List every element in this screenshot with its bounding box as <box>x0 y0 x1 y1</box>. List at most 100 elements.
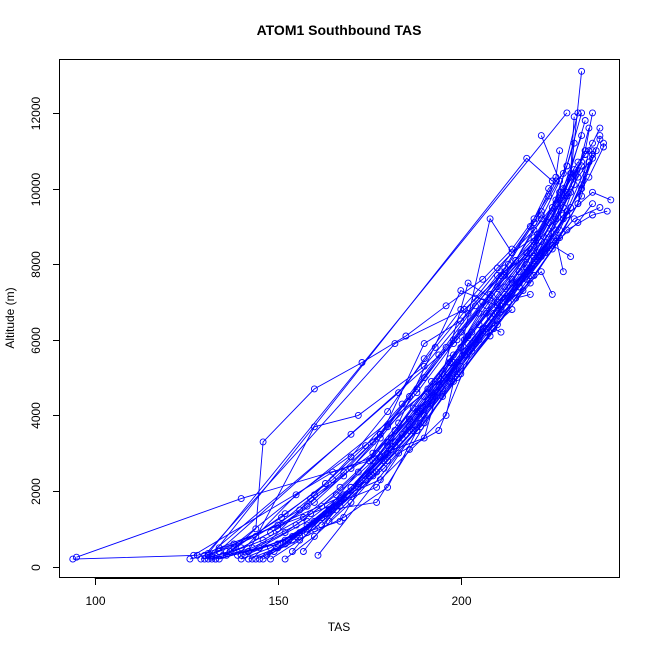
data-point <box>603 207 611 215</box>
y-tick-label: 2000 <box>29 478 43 505</box>
data-point <box>245 555 252 563</box>
data-point <box>277 514 285 521</box>
data-point <box>596 124 604 132</box>
data-point <box>578 132 586 140</box>
data-point <box>537 253 545 261</box>
data-point <box>534 256 542 264</box>
data-point <box>336 517 344 525</box>
data-point <box>563 162 571 170</box>
data-point <box>548 177 556 185</box>
data-point <box>241 551 249 559</box>
data-point <box>570 139 578 147</box>
data-point <box>563 211 571 219</box>
data-point <box>450 377 457 385</box>
x-tick-label: 100 <box>85 594 105 608</box>
series <box>208 109 596 563</box>
series-line <box>207 165 568 556</box>
series <box>314 211 571 559</box>
data-point <box>600 139 607 147</box>
data-point <box>545 185 553 193</box>
series-line <box>189 161 590 560</box>
data-point <box>204 549 212 557</box>
y-tick-label: 4000 <box>29 402 43 429</box>
data-point <box>446 377 454 385</box>
data-point <box>208 553 216 561</box>
series-line <box>248 135 583 552</box>
series <box>245 132 586 555</box>
data-point <box>497 328 505 336</box>
y-tick-label: 8000 <box>29 251 43 278</box>
data-point <box>237 495 245 503</box>
data-point <box>373 498 381 506</box>
data-point <box>460 336 468 344</box>
data-point <box>281 510 289 518</box>
data-point <box>490 325 498 332</box>
data-point <box>589 200 596 208</box>
data-point <box>559 185 567 193</box>
series-line <box>208 71 583 560</box>
data-point <box>420 419 428 427</box>
data-point <box>493 290 501 298</box>
data-point <box>223 548 230 555</box>
x-axis-label: TAS <box>328 620 350 634</box>
series <box>204 139 578 559</box>
data-point <box>457 287 465 295</box>
series-line <box>292 210 568 552</box>
data-point <box>563 207 571 215</box>
data-point <box>453 336 461 344</box>
data-point <box>596 135 604 143</box>
data-point <box>589 109 596 117</box>
data-point <box>384 408 392 416</box>
data-point <box>329 468 337 476</box>
data-point <box>596 132 604 140</box>
data-point <box>581 117 589 124</box>
data-point <box>263 551 271 559</box>
data-point <box>395 419 403 427</box>
data-point <box>321 480 329 487</box>
data-point <box>417 423 424 431</box>
data-point <box>69 555 77 563</box>
data-point <box>567 188 575 196</box>
data-point <box>267 555 274 563</box>
series <box>245 139 607 563</box>
data-point <box>556 147 564 155</box>
data-point <box>336 483 344 491</box>
data-point <box>310 532 318 540</box>
data-point <box>493 302 501 310</box>
data-point <box>303 517 311 525</box>
series-line <box>76 165 583 558</box>
data-point <box>245 548 252 555</box>
data-point <box>215 555 223 563</box>
data-point <box>435 427 443 434</box>
data-point <box>281 555 289 563</box>
y-tick-label: 12000 <box>29 96 43 130</box>
data-point <box>607 196 615 204</box>
series-line <box>251 154 586 560</box>
data-point <box>362 442 370 450</box>
series <box>325 325 505 525</box>
series <box>208 154 556 559</box>
series-line <box>226 120 586 552</box>
series-line <box>211 112 593 560</box>
data-point <box>409 427 417 434</box>
data-point <box>585 147 593 155</box>
data-point <box>570 215 578 223</box>
data-point <box>310 385 318 393</box>
series <box>288 207 571 555</box>
data-point <box>578 67 586 75</box>
series-line <box>229 135 561 552</box>
data-point <box>596 204 604 211</box>
data-point <box>208 555 216 563</box>
data-point <box>578 192 586 200</box>
data-point <box>398 434 406 442</box>
data-point <box>526 222 534 230</box>
data-point <box>190 551 198 559</box>
data-point <box>537 132 545 140</box>
data-point <box>354 411 362 419</box>
data-point <box>274 540 282 548</box>
data-point <box>497 272 505 279</box>
data-point <box>460 306 468 313</box>
series <box>201 113 578 563</box>
series <box>212 147 600 563</box>
